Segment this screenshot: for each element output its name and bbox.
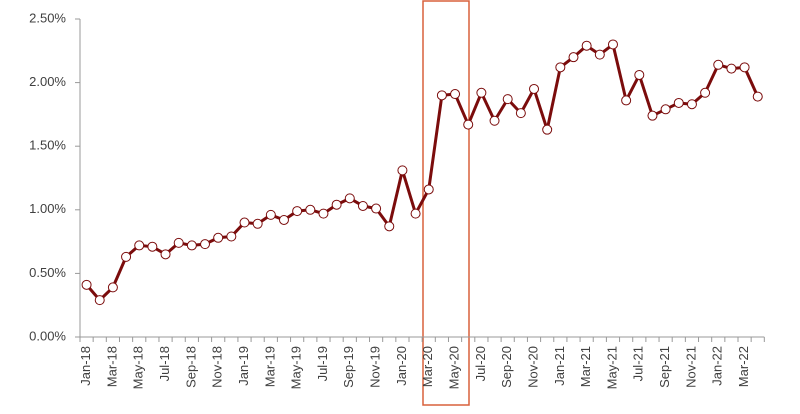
x-tick-label: May-18 [131, 346, 146, 389]
point [489, 115, 500, 126]
line [85, 42, 760, 302]
point [647, 110, 658, 121]
x-tick-label: May-20 [446, 346, 461, 389]
point [134, 240, 145, 251]
point [542, 124, 553, 135]
x-tick-label: Nov-20 [525, 346, 540, 388]
point [331, 199, 342, 210]
point [568, 52, 579, 63]
point [121, 251, 132, 262]
point [94, 295, 105, 306]
point [384, 221, 395, 232]
x-tick-label: Mar-20 [420, 346, 435, 387]
point [239, 217, 250, 228]
point [186, 240, 197, 251]
x-tick-label: Mar-18 [104, 346, 119, 387]
point [660, 104, 671, 115]
point [581, 40, 592, 51]
point [752, 91, 763, 102]
point [621, 95, 632, 106]
x-tick-label: May-19 [289, 346, 304, 389]
highlight-box [422, 0, 470, 406]
point [476, 87, 487, 98]
x-tick-label: Jan-22 [710, 346, 725, 386]
point [515, 108, 526, 119]
point [357, 200, 368, 211]
y-tick-label: 2.50% [29, 10, 66, 25]
x-tick-label: Jan-21 [552, 346, 567, 386]
x-tick-label: Nov-21 [683, 346, 698, 388]
x-tick-label: Jul-18 [157, 346, 172, 381]
point [450, 89, 461, 100]
point [305, 204, 316, 215]
x-tick-label: Jul-19 [315, 346, 330, 381]
x-tick-label: Sep-20 [499, 346, 514, 388]
y-tick-label: 1.50% [29, 138, 66, 153]
point [397, 165, 408, 176]
point [160, 249, 171, 260]
point [555, 62, 566, 73]
point [200, 239, 211, 250]
x-tick-label: Nov-19 [368, 346, 383, 388]
point [344, 193, 355, 204]
point [318, 208, 329, 219]
point [529, 83, 540, 94]
point [634, 69, 645, 80]
point [713, 59, 724, 70]
x-tick-label: Nov-18 [210, 346, 225, 388]
x-tick-label: Jan-19 [236, 346, 251, 386]
x-tick-label: Mar-21 [578, 346, 593, 387]
point [700, 87, 711, 98]
point [423, 184, 434, 195]
x-tick-label: Jul-21 [631, 346, 646, 381]
point [739, 62, 750, 73]
point [594, 49, 605, 60]
point [371, 203, 382, 214]
x-tick-label: Jan-20 [394, 346, 409, 386]
point [686, 99, 697, 110]
point [213, 232, 224, 243]
point [436, 90, 447, 101]
point [410, 208, 421, 219]
point [107, 282, 118, 293]
point [252, 218, 263, 229]
x-tick-label: May-21 [604, 346, 619, 389]
x-tick-label: Jan-18 [78, 346, 93, 386]
point [502, 94, 513, 105]
point [278, 214, 289, 225]
x-tick-label: Mar-19 [262, 346, 277, 387]
y-tick-label: 2.00% [29, 74, 66, 89]
y-tick-label: 0.00% [29, 328, 66, 343]
x-tick-label: Sep-19 [341, 346, 356, 388]
x-tick-label: Jul-20 [473, 346, 488, 381]
point [173, 237, 184, 248]
x-tick-label: Sep-21 [657, 346, 672, 388]
x-tick-label: Sep-18 [183, 346, 198, 388]
y-tick-label: 1.00% [29, 201, 66, 216]
point [81, 279, 92, 290]
point [607, 39, 618, 50]
point [463, 119, 474, 130]
point [292, 206, 303, 217]
point [726, 63, 737, 74]
point [147, 241, 158, 252]
point [673, 97, 684, 108]
point [226, 231, 237, 242]
point [265, 209, 276, 220]
x-tick-label: Mar-22 [736, 346, 751, 387]
y-tick-label: 0.50% [29, 265, 66, 280]
